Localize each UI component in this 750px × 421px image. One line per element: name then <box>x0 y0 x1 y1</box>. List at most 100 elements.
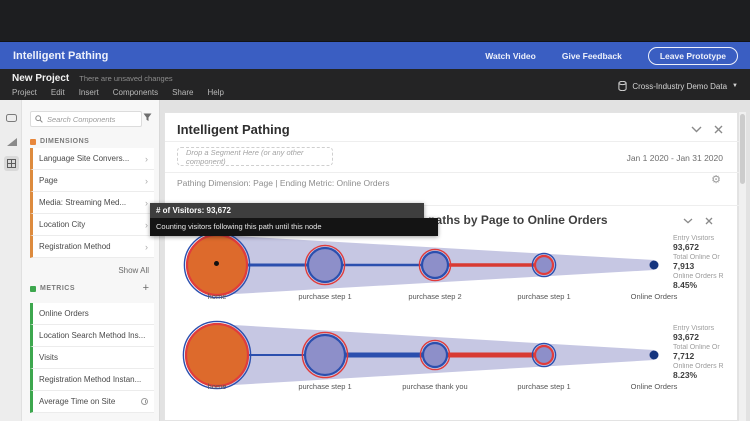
data-source-selector[interactable]: Cross-Industry Demo Data ▼ <box>618 81 738 91</box>
give-feedback-link[interactable]: Give Feedback <box>561 50 622 61</box>
metric-item[interactable]: Registration Method Instan... <box>30 369 154 391</box>
node-tooltip: # of Visitors: 93,672 Counting visitors … <box>150 203 438 236</box>
pathing-summary: Pathing Dimension: Page | Ending Metric:… <box>177 178 390 188</box>
data-source-label: Cross-Industry Demo Data <box>632 81 728 91</box>
menu-item-insert[interactable]: Insert <box>78 88 99 97</box>
tooltip-description: Counting visitors following this path un… <box>150 218 438 236</box>
tooltip-visitors-count: # of Visitors: 93,672 <box>150 203 424 218</box>
search-input[interactable] <box>47 114 133 124</box>
components-sidebar: DIMENSIONS Language Site Convers...›Page… <box>22 100 160 421</box>
menu-item-share[interactable]: Share <box>172 88 194 97</box>
dimension-item[interactable]: Location City › <box>30 214 154 236</box>
path-stats: Entry Visitors 93,672 Total Online Or 7,913… <box>673 235 745 292</box>
stat-label: Online Orders R <box>673 273 724 280</box>
stat-label: Total Online Or <box>673 344 720 351</box>
metric-item[interactable]: Online Orders <box>30 303 154 325</box>
metric-item[interactable]: Average Time on Site <box>30 391 154 413</box>
dimensions-label: DIMENSIONS <box>40 138 90 145</box>
filter-button[interactable] <box>143 113 152 122</box>
item-label: Media: Streaming Med... <box>39 198 127 207</box>
close-chart-icon[interactable] <box>705 217 713 225</box>
dimensions-section-header: DIMENSIONS <box>30 138 89 145</box>
stat-label: Entry Visitors <box>673 325 715 332</box>
node-label: home <box>207 292 227 301</box>
collapse-panel-chevron-icon[interactable] <box>691 126 702 133</box>
components-grid-icon <box>7 159 16 168</box>
funnel-icon <box>143 113 152 121</box>
item-label: Registration Method <box>39 242 111 251</box>
metric-list: Online Orders Location Search Method Ins.… <box>30 303 154 413</box>
browser-chrome-bar <box>0 0 750 42</box>
app-header: Intelligent Pathing Watch Video Give Fee… <box>0 42 750 69</box>
divider <box>165 172 739 173</box>
stat-value: 93,672 <box>673 242 699 252</box>
node-label: purchase step 2 <box>408 292 462 301</box>
divider <box>165 141 739 142</box>
metric-item[interactable]: Location Search Method Ins... <box>30 325 154 347</box>
clock-icon <box>141 398 148 405</box>
node-label: Online Orders <box>630 382 678 391</box>
chevron-right-icon: › <box>145 175 148 186</box>
path-row-2[interactable]: home purchase step 1 purchase thank you pur… <box>165 309 750 399</box>
metrics-section-header: METRICS <box>30 285 75 292</box>
unsaved-changes-note: There are unsaved changes <box>79 74 173 83</box>
path-stats: Entry Visitors 93,672 Total Online Or 7,712… <box>673 325 745 382</box>
item-label: Page <box>39 176 58 185</box>
visualizations-button[interactable] <box>4 134 19 149</box>
close-panel-icon[interactable] <box>714 125 723 134</box>
dimension-list: Language Site Convers... › Page › Media: Str… <box>30 148 154 258</box>
item-label: Registration Method Instan... <box>39 375 142 384</box>
search-box[interactable] <box>30 111 142 127</box>
divider <box>165 205 739 206</box>
item-label: Average Time on Site <box>39 397 116 406</box>
stat-label: Online Orders R <box>673 363 724 370</box>
item-label: Online Orders <box>39 309 89 318</box>
stat-value: 93,672 <box>673 332 699 342</box>
chevron-right-icon: › <box>145 219 148 230</box>
dimension-item[interactable]: Registration Method › <box>30 236 154 258</box>
path-diagram-svg <box>182 320 659 390</box>
watch-video-link[interactable]: Watch Video <box>485 50 536 61</box>
gear-icon[interactable]: ⚙ <box>711 174 721 186</box>
menu-item-project[interactable]: Project <box>12 88 37 97</box>
node-label: Online Orders <box>630 292 678 301</box>
dimension-item[interactable]: Language Site Convers... › <box>30 148 154 170</box>
chevron-down-icon: ▼ <box>732 83 738 89</box>
stat-label: Entry Visitors <box>673 235 715 242</box>
node-label: purchase step 1 <box>298 382 352 391</box>
panel-title: Intelligent Pathing <box>177 122 290 137</box>
node-label: purchase step 1 <box>517 382 571 391</box>
stat-value: 8.23% <box>673 370 698 380</box>
chevron-right-icon: › <box>145 153 148 164</box>
add-metric-button[interactable]: + <box>142 282 149 294</box>
collapse-chart-chevron-icon[interactable] <box>683 218 693 224</box>
mouse-cursor <box>214 261 219 266</box>
show-all-link[interactable]: Show All <box>118 266 149 275</box>
dimension-icon <box>30 138 36 145</box>
stat-value: 7,712 <box>673 351 695 361</box>
node-label: purchase step 1 <box>517 292 571 301</box>
components-button[interactable] <box>4 156 19 171</box>
chevron-right-icon: › <box>145 241 148 252</box>
item-label: Location Search Method Ins... <box>39 331 146 340</box>
scrollbar-thumb[interactable] <box>740 114 745 184</box>
metric-item[interactable]: Visits <box>30 347 154 369</box>
node-label: purchase thank you <box>402 382 468 391</box>
metrics-label: METRICS <box>40 285 75 292</box>
menu-item-help[interactable]: Help <box>207 88 224 97</box>
panel-scrollbar[interactable] <box>739 112 746 421</box>
item-label: Language Site Convers... <box>39 154 130 163</box>
dimension-item[interactable]: Media: Streaming Med... › <box>30 192 154 214</box>
dimension-item[interactable]: Page › <box>30 170 154 192</box>
menu-item-components[interactable]: Components <box>112 88 159 97</box>
panels-button[interactable] <box>4 110 19 125</box>
stat-label: Total Online Or <box>673 254 720 261</box>
segment-drop-zone[interactable]: Drop a Segment Here (or any other compon… <box>177 147 333 166</box>
menu-item-edit[interactable]: Edit <box>50 88 65 97</box>
leave-prototype-button[interactable]: Leave Prototype <box>647 46 738 65</box>
project-name: New Project <box>12 73 70 84</box>
date-range[interactable]: Jan 1 2020 - Jan 31 2020 <box>626 153 723 163</box>
stat-value: 8.45% <box>673 280 698 290</box>
panel-icon <box>6 113 17 122</box>
menu-bar: Project Edit Insert Components Share Help <box>12 88 224 97</box>
